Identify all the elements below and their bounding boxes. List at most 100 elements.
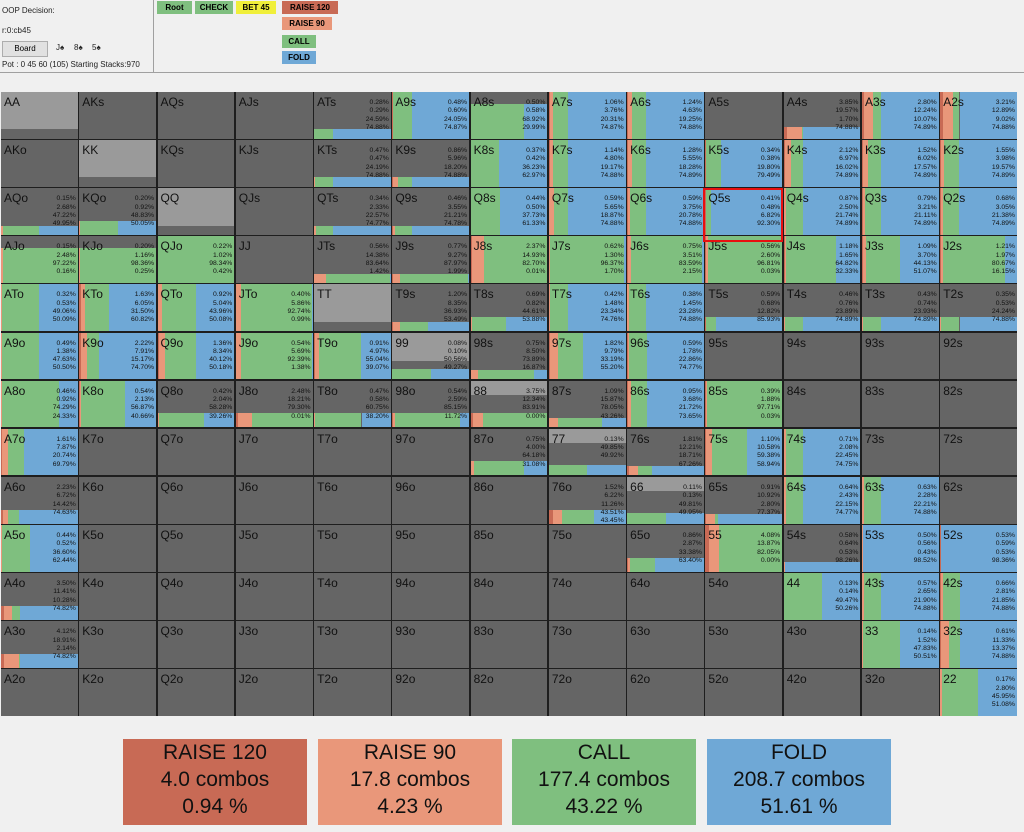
- tree-fold-button[interactable]: FOLD: [282, 51, 316, 64]
- hand-cell-qts[interactable]: QTs 0.34% 2.33% 22.57% 74.77%: [314, 188, 391, 235]
- hand-cell-87s[interactable]: 87s 1.09% 15.87% 78.05% 43.26%: [548, 380, 626, 428]
- hand-cell-62s[interactable]: 62s: [940, 476, 1017, 524]
- hand-cell-t8s[interactable]: T8s 0.69% 0.82% 44.61% 53.88%: [470, 284, 548, 332]
- hand-cell-q6s[interactable]: Q6s 0.59% 3.75% 20.78% 74.88%: [627, 188, 704, 235]
- hand-cell-t3o[interactable]: T3o: [314, 621, 391, 668]
- hand-cell-t9o[interactable]: T9o 0.91% 4.97% 55.04% 39.07%: [314, 332, 391, 380]
- hand-cell-j2o[interactable]: J2o: [235, 669, 313, 716]
- hand-cell-a7s[interactable]: A7s 1.06% 3.76% 20.31% 74.87%: [548, 92, 626, 139]
- hand-cell-83s[interactable]: 83s: [861, 380, 939, 428]
- hand-cell-q4o[interactable]: Q4o: [157, 573, 235, 620]
- hand-cell-63s[interactable]: 63s 0.63% 2.28% 22.21% 74.88%: [861, 476, 939, 524]
- hand-cell-j5o[interactable]: J5o: [235, 525, 313, 572]
- hand-cell-94o[interactable]: 94o: [392, 573, 470, 620]
- hand-cell-52o[interactable]: 52o: [705, 669, 783, 716]
- hand-cell-94s[interactable]: 94s: [783, 332, 861, 380]
- hand-cell-q3s[interactable]: Q3s 0.79% 3.21% 21.11% 74.89%: [861, 188, 939, 235]
- hand-cell-53o[interactable]: 53o: [705, 621, 783, 668]
- hand-cell-jj[interactable]: JJ: [235, 236, 313, 283]
- hand-cell-k5s[interactable]: K5s 0.34% 0.38% 19.80% 79.49%: [705, 140, 783, 187]
- hand-cell-q4s[interactable]: Q4s 0.87% 2.50% 21.74% 74.89%: [783, 188, 861, 235]
- hand-cell-ako[interactable]: AKo: [1, 140, 78, 187]
- hand-cell-ajs[interactable]: AJs: [235, 92, 313, 139]
- board-button[interactable]: Board: [2, 41, 48, 57]
- hand-cell-55[interactable]: 55 4.08% 13.87% 82.05% 0.00%: [705, 525, 783, 572]
- tree-bet45-button[interactable]: BET 45: [236, 1, 276, 14]
- tree-check-button[interactable]: CHECK: [195, 1, 233, 14]
- hand-cell-54s[interactable]: 54s 0.58% 0.64% 0.53% 98.26%: [783, 525, 861, 572]
- hand-cell-k3o[interactable]: K3o: [79, 621, 157, 668]
- hand-cell-t3s[interactable]: T3s 0.43% 0.74% 23.93% 74.89%: [861, 284, 939, 332]
- hand-cell-42s[interactable]: 42s 0.66% 2.81% 21.85% 74.88%: [940, 573, 1017, 620]
- hand-cell-k7o[interactable]: K7o: [79, 428, 157, 476]
- hand-cell-64o[interactable]: 64o: [627, 573, 704, 620]
- hand-cell-53s[interactable]: 53s 0.50% 0.56% 0.43% 98.52%: [861, 525, 939, 572]
- hand-cell-98s[interactable]: 98s 0.75% 8.50% 73.89% 16.87%: [470, 332, 548, 380]
- hand-cell-q5s[interactable]: Q5s 0.41% 0.48% 6.82% 92.30%: [705, 188, 783, 235]
- hand-cell-kk[interactable]: KK: [79, 140, 157, 187]
- hand-cell-93s[interactable]: 93s: [861, 332, 939, 380]
- hand-cell-k9s[interactable]: K9s 0.86% 5.96% 18.20% 74.88%: [392, 140, 470, 187]
- hand-cell-kjs[interactable]: KJs: [235, 140, 313, 187]
- hand-cell-k2s[interactable]: K2s 1.55% 3.98% 19.57% 74.89%: [940, 140, 1017, 187]
- hand-cell-q7o[interactable]: Q7o: [157, 428, 235, 476]
- hand-cell-74o[interactable]: 74o: [548, 573, 626, 620]
- hand-cell-t2s[interactable]: T2s 0.35% 0.53% 24.24% 74.88%: [940, 284, 1017, 332]
- hand-cell-ajo[interactable]: AJo 0.15% 2.48% 97.22% 0.16%: [1, 236, 78, 283]
- hand-cell-t6s[interactable]: T6s 0.38% 1.45% 23.28% 74.88%: [627, 284, 704, 332]
- hand-cell-qjs[interactable]: QJs: [235, 188, 313, 235]
- hand-cell-q9s[interactable]: Q9s 0.46% 3.55% 21.21% 74.78%: [392, 188, 470, 235]
- tree-raise90-button[interactable]: RAISE 90: [282, 17, 332, 30]
- hand-cell-q6o[interactable]: Q6o: [157, 476, 235, 524]
- hand-cell-a8o[interactable]: A8o 0.46% 0.92% 74.29% 24.33%: [1, 380, 78, 428]
- hand-cell-k4o[interactable]: K4o: [79, 573, 157, 620]
- hand-cell-q8s[interactable]: Q8s 0.44% 0.50% 37.73% 61.33%: [470, 188, 548, 235]
- hand-cell-q8o[interactable]: Q8o 0.42% 2.04% 58.28% 39.26%: [157, 380, 235, 428]
- hand-cell-q5o[interactable]: Q5o: [157, 525, 235, 572]
- hand-cell-j4s[interactable]: J4s 1.18% 1.65% 64.82% 32.33%: [783, 236, 861, 283]
- hand-cell-42o[interactable]: 42o: [783, 669, 861, 716]
- hand-cell-aqs[interactable]: AQs: [157, 92, 235, 139]
- hand-cell-87o[interactable]: 87o 0.75% 4.00% 64.18% 31.08%: [470, 428, 548, 476]
- hand-cell-84s[interactable]: 84s: [783, 380, 861, 428]
- hand-cell-q2o[interactable]: Q2o: [157, 669, 235, 716]
- hand-cell-k6s[interactable]: K6s 1.28% 5.55% 18.28% 74.89%: [627, 140, 704, 187]
- hand-cell-22[interactable]: 22 0.17% 2.80% 45.95% 51.08%: [940, 669, 1017, 716]
- hand-cell-a7o[interactable]: A7o 1.61% 7.87% 20.74% 69.79%: [1, 428, 78, 476]
- hand-cell-j7s[interactable]: J7s 0.62% 1.30% 96.37% 1.70%: [548, 236, 626, 283]
- hand-cell-k5o[interactable]: K5o: [79, 525, 157, 572]
- hand-cell-a4o[interactable]: A4o 3.50% 11.41% 10.28% 74.82%: [1, 573, 78, 620]
- hand-cell-q7s[interactable]: Q7s 0.59% 5.65% 18.87% 74.88%: [548, 188, 626, 235]
- hand-cell-75o[interactable]: 75o: [548, 525, 626, 572]
- hand-cell-j3o[interactable]: J3o: [235, 621, 313, 668]
- hand-cell-qq[interactable]: QQ: [157, 188, 235, 235]
- hand-cell-92o[interactable]: 92o: [392, 669, 470, 716]
- hand-cell-43s[interactable]: 43s 0.57% 2.65% 21.90% 74.88%: [861, 573, 939, 620]
- hand-cell-75s[interactable]: 75s 1.10% 10.58% 59.38% 58.94%: [705, 428, 783, 476]
- hand-cell-77[interactable]: 77 0.13% 49.85% 49.92%: [548, 428, 626, 476]
- hand-cell-83o[interactable]: 83o: [470, 621, 548, 668]
- hand-cell-aks[interactable]: AKs: [79, 92, 157, 139]
- hand-cell-84o[interactable]: 84o: [470, 573, 548, 620]
- hand-cell-63o[interactable]: 63o: [627, 621, 704, 668]
- hand-cell-66[interactable]: 66 0.11% 0.13% 49.81% 49.95%: [627, 476, 704, 524]
- hand-cell-88[interactable]: 88 3.75% 12.34% 83.91% 0.00%: [470, 380, 548, 428]
- tree-raise120-button[interactable]: RAISE 120: [282, 1, 338, 14]
- hand-cell-76o[interactable]: 76o 1.52% 6.22% 11.26% 43.51% 43.45%: [548, 476, 626, 524]
- hand-cell-kts[interactable]: KTs 0.47% 0.47% 24.19% 74.88%: [314, 140, 391, 187]
- hand-cell-97s[interactable]: 97s 1.82% 9.79% 33.19% 55.20%: [548, 332, 626, 380]
- hand-cell-a6o[interactable]: A6o 2.23% 6.72% 14.42% 74.63%: [1, 476, 78, 524]
- hand-cell-j8o[interactable]: J8o 2.48% 18.21% 79.30% 0.01%: [235, 380, 313, 428]
- hand-cell-85o[interactable]: 85o: [470, 525, 548, 572]
- hand-cell-k7s[interactable]: K7s 1.14% 4.80% 19.17% 74.88%: [548, 140, 626, 187]
- hand-cell-86o[interactable]: 86o: [470, 476, 548, 524]
- hand-cell-85s[interactable]: 85s 0.39% 1.88% 97.71% 0.03%: [705, 380, 783, 428]
- hand-cell-a3o[interactable]: A3o 4.12% 18.91% 2.14% 74.82%: [1, 621, 78, 668]
- hand-cell-t4o[interactable]: T4o: [314, 573, 391, 620]
- hand-cell-a5o[interactable]: A5o 0.44% 0.52% 36.60% 62.44%: [1, 525, 78, 572]
- hand-cell-a6s[interactable]: A6s 1.24% 4.63% 19.25% 74.88%: [627, 92, 704, 139]
- hand-cell-44[interactable]: 44 0.13% 0.14% 49.47% 50.26%: [783, 573, 861, 620]
- hand-cell-t5o[interactable]: T5o: [314, 525, 391, 572]
- hand-cell-aa[interactable]: AA: [1, 92, 78, 139]
- hand-cell-97o[interactable]: 97o: [392, 428, 470, 476]
